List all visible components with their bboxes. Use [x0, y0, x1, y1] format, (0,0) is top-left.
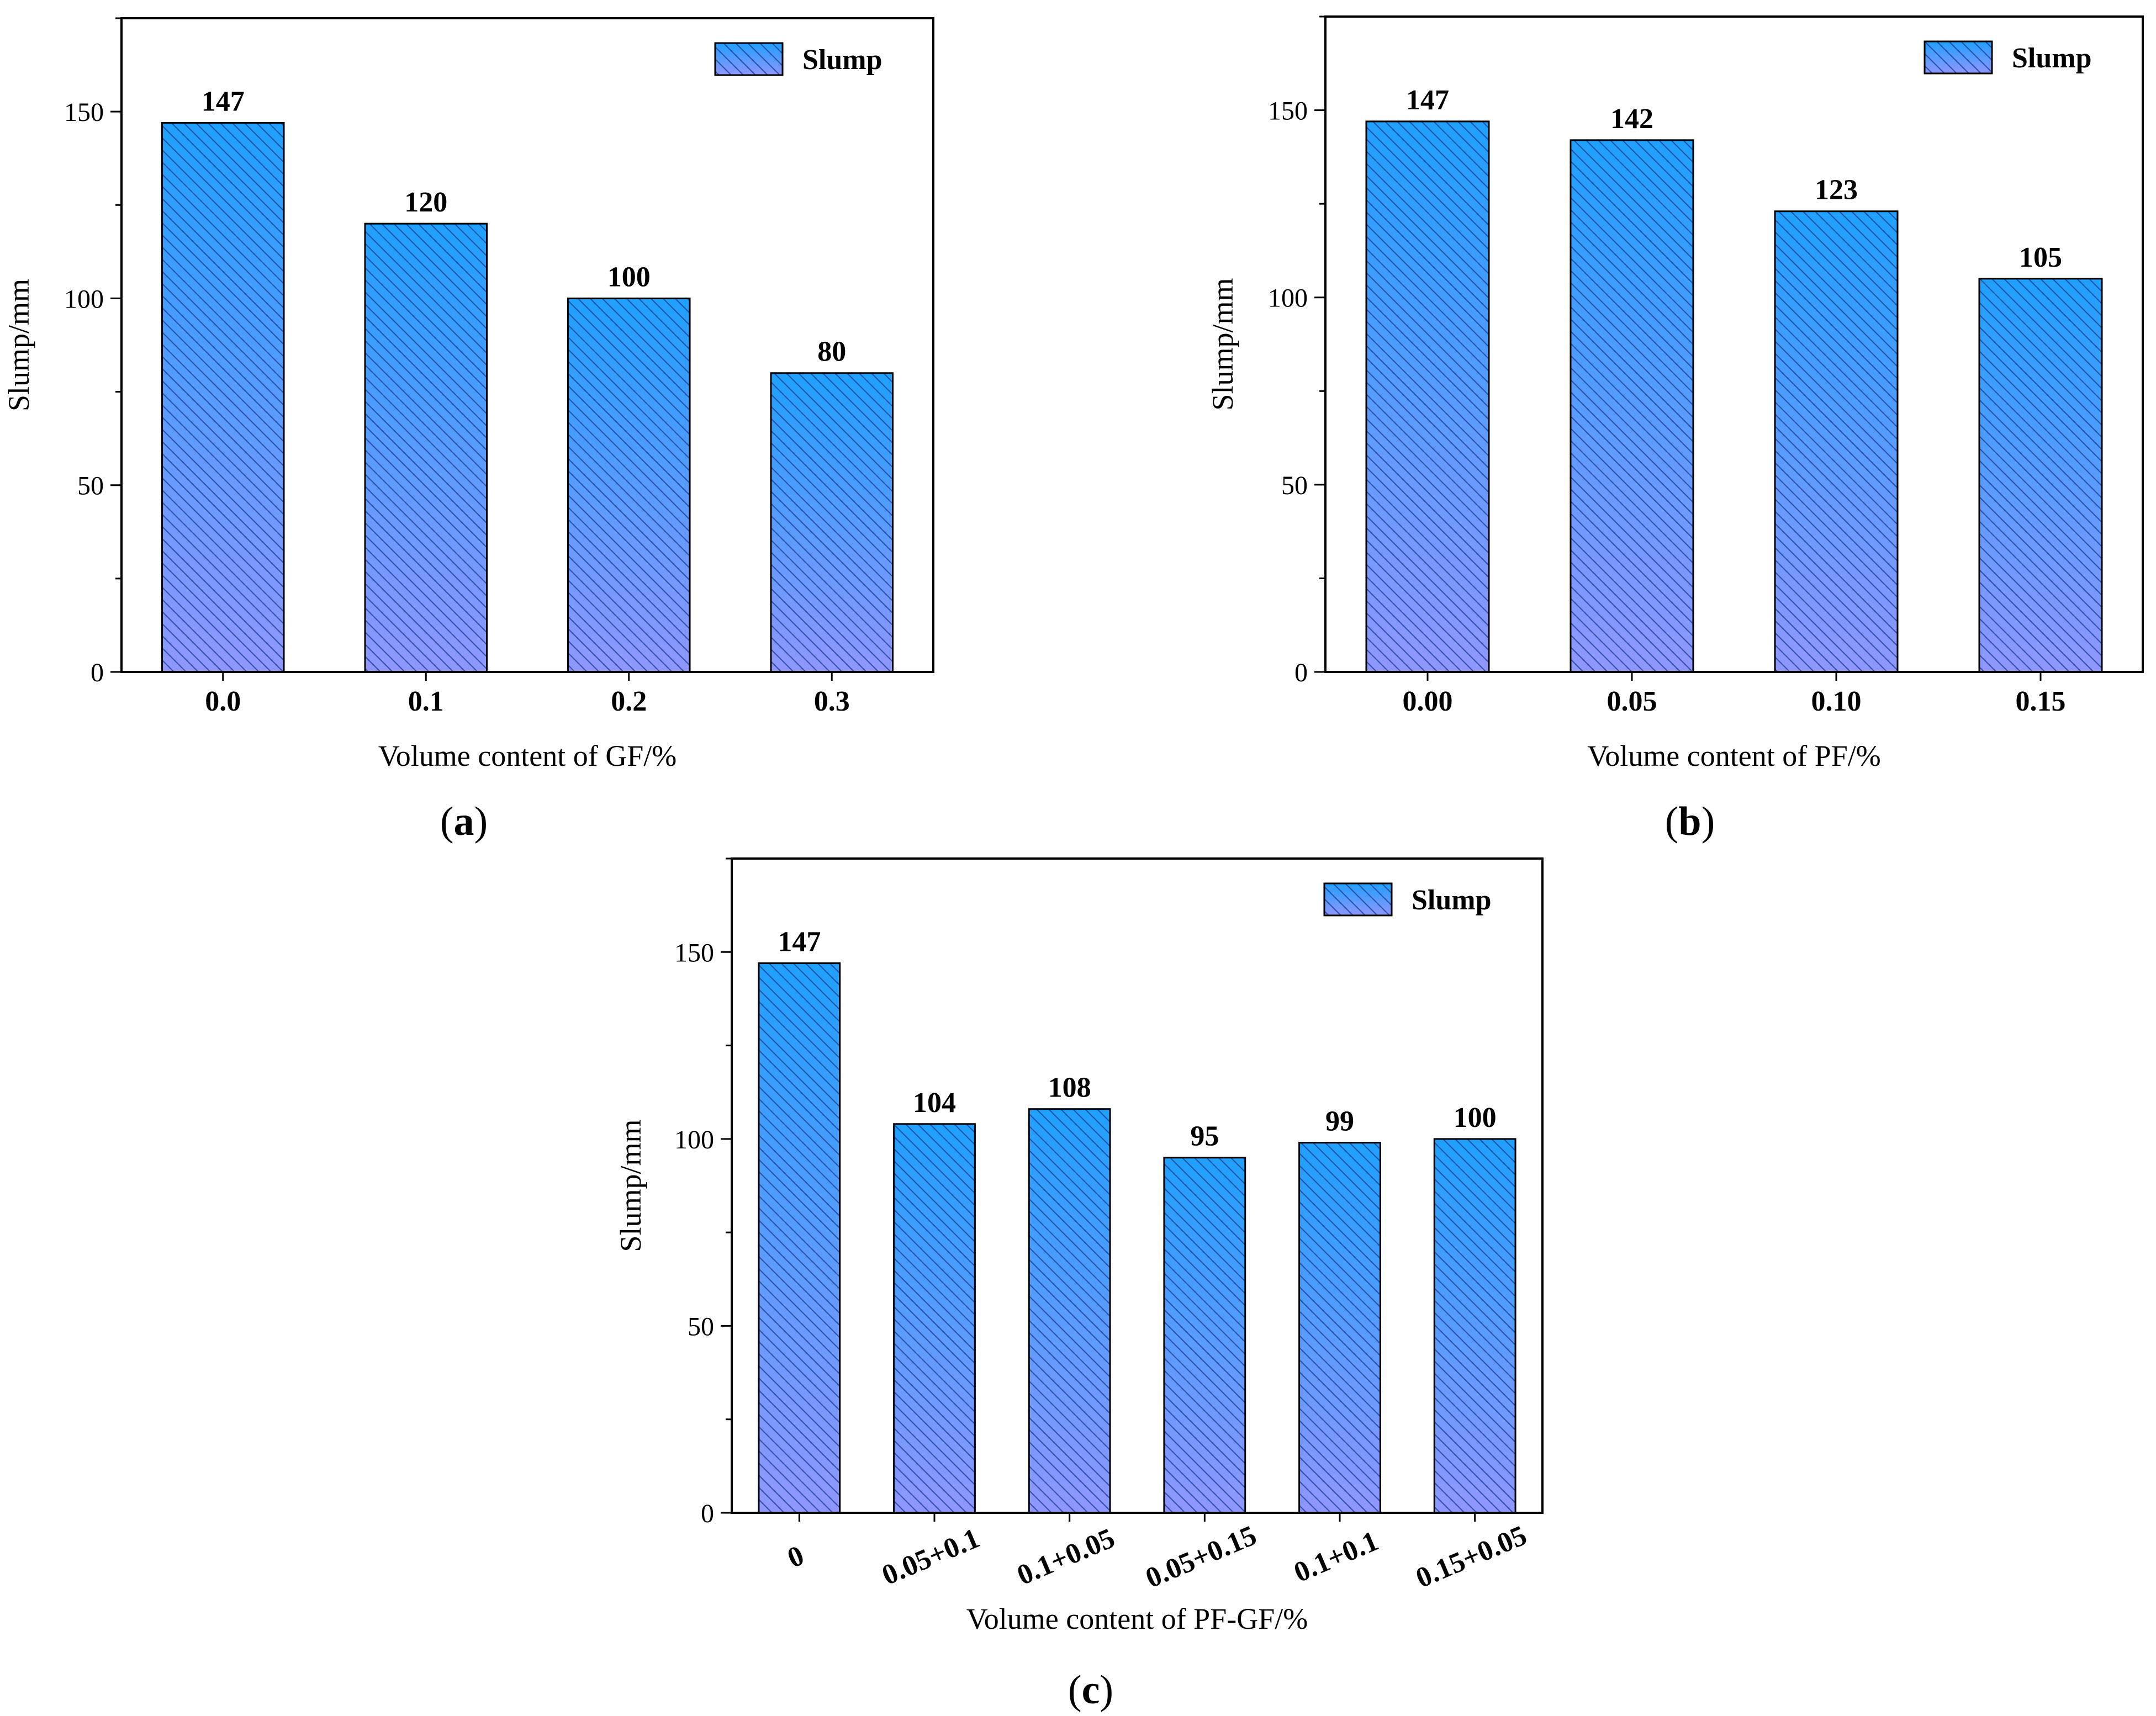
x-tick-label-a-0: 0.0	[205, 686, 241, 717]
x-tick-label-c-2: 0.1+0.05	[1013, 1522, 1119, 1591]
x-tick-label-c-0: 0	[783, 1539, 808, 1574]
x-axis-title-c: Volume content of PF-GF/%	[966, 1602, 1308, 1635]
bar-c-1	[893, 1123, 976, 1514]
y-tick-label-a-0: 0	[91, 658, 104, 687]
chart-panel-a: 147 0.0 120 0.1 100 0.2 80 0.3 0 50 100 150 Slump/mm…	[2, 17, 934, 844]
x-tick-label-c-5: 0.15+0.05	[1412, 1519, 1531, 1594]
data-label-c-1: 104	[913, 1087, 956, 1119]
x-tick-label-a-3: 0.3	[814, 686, 850, 717]
data-label-c-5: 100	[1454, 1102, 1497, 1134]
legend-swatch-b	[1924, 40, 1993, 75]
y-tick-label-c-2: 100	[674, 1125, 714, 1154]
x-tick-label-c-1: 0.05+0.1	[878, 1522, 984, 1591]
x-axis-title-b: Volume content of PF/%	[1587, 739, 1880, 772]
x-tick-label-c-4: 0.1+0.1	[1290, 1525, 1383, 1588]
y-tick-label-b-3: 150	[1268, 97, 1308, 126]
panel-label-c: (c)	[1068, 1667, 1113, 1713]
panel-label-b: (b)	[1665, 799, 1715, 844]
y-tick-label-b-0: 0	[1294, 658, 1308, 687]
y-axis-title-a: Slump/mm	[2, 279, 35, 411]
bar-b-0	[1365, 120, 1490, 673]
x-tick-label-b-2: 0.10	[1811, 686, 1862, 717]
x-axis-title-a: Volume content of GF/%	[378, 739, 677, 772]
bar-b-3	[1978, 278, 2103, 673]
bar-a-0	[161, 121, 285, 673]
data-label-a-2: 100	[607, 261, 651, 293]
legend-swatch-c	[1323, 882, 1393, 917]
legend-swatch-a	[714, 42, 784, 76]
x-tick-label-c-3: 0.05+0.15	[1141, 1519, 1261, 1594]
x-tick-label-b-3: 0.15	[2016, 686, 2066, 717]
y-tick-label-a-3: 150	[64, 98, 104, 127]
bar-a-1	[364, 223, 488, 673]
y-axis-title-c: Slump/mm	[614, 1119, 647, 1252]
data-label-c-2: 108	[1048, 1072, 1091, 1104]
bar-c-4	[1298, 1142, 1381, 1514]
y-tick-label-a-1: 50	[77, 472, 104, 501]
data-label-b-0: 147	[1406, 84, 1449, 116]
bar-b-1	[1570, 139, 1694, 673]
legend-label-b: Slump	[2012, 43, 2092, 74]
bar-a-2	[567, 297, 691, 673]
bar-c-0	[758, 962, 841, 1514]
data-label-b-2: 123	[1815, 174, 1858, 206]
y-tick-label-b-1: 50	[1281, 471, 1308, 500]
data-label-a-1: 120	[404, 187, 447, 218]
legend-a: Slump	[714, 42, 883, 76]
x-tick-label-a-1: 0.1	[408, 686, 444, 717]
bar-a-3	[770, 372, 894, 673]
data-label-a-3: 80	[817, 336, 846, 368]
legend-c: Slump	[1323, 882, 1492, 917]
legend-b: Slump	[1924, 40, 2092, 75]
x-tick-label-b-0: 0.00	[1403, 686, 1453, 717]
bar-b-2	[1774, 210, 1899, 673]
data-label-c-4: 99	[1325, 1106, 1354, 1137]
x-tick-label-a-2: 0.2	[611, 686, 647, 717]
chart-panel-b: 147 0.00 142 0.05 123 0.10 105 0.15 0 50 100 150 Slu…	[1206, 15, 2144, 844]
y-tick-label-b-2: 100	[1268, 284, 1308, 313]
data-label-c-0: 147	[778, 926, 821, 958]
legend-label-a: Slump	[802, 44, 883, 76]
data-label-a-0: 147	[202, 86, 245, 117]
y-axis-title-b: Slump/mm	[1206, 278, 1239, 410]
bar-c-5	[1433, 1138, 1516, 1514]
legend-label-c: Slump	[1412, 885, 1492, 916]
plot-frame-b	[1324, 15, 2144, 673]
plot-frame-a	[120, 17, 934, 673]
x-tick-label-b-1: 0.05	[1607, 686, 1657, 717]
plot-frame-c	[731, 857, 1544, 1514]
y-tick-label-c-1: 50	[688, 1312, 714, 1341]
data-label-b-3: 105	[2019, 242, 2062, 273]
y-tick-label-a-2: 100	[64, 284, 104, 314]
panel-label-a: (a)	[440, 799, 488, 844]
bar-c-3	[1163, 1157, 1246, 1514]
y-tick-label-c-3: 150	[674, 938, 714, 967]
data-label-b-1: 142	[1610, 103, 1653, 135]
data-label-c-3: 95	[1190, 1121, 1219, 1152]
y-tick-label-c-0: 0	[701, 1499, 714, 1528]
bar-c-2	[1028, 1108, 1111, 1514]
chart-panel-c: 147 0 104 0.05+0.1 108 0.1+0.05 95 0.05+0.15 99 0…	[614, 857, 1544, 1713]
